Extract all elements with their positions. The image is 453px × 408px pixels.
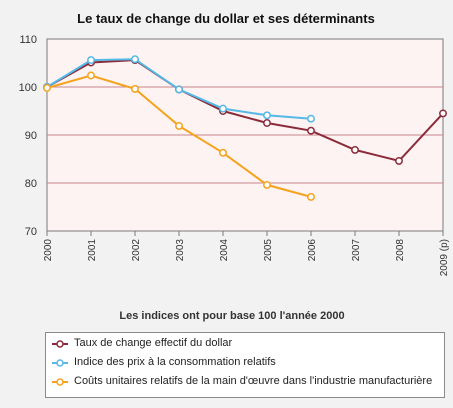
series-lines — [43, 55, 447, 201]
legend-swatch — [52, 355, 70, 370]
y-tick-label: 90 — [25, 130, 37, 142]
y-tick-label: 110 — [19, 34, 37, 46]
x-tick-label: 2000 — [43, 239, 54, 262]
data-point — [175, 85, 183, 94]
series-line — [46, 59, 444, 163]
legend-item: Coûts unitaires relatifs de la main d'œu… — [52, 374, 438, 389]
base-note: Les indices ont pour base 100 l'année 20… — [119, 310, 344, 322]
x-tick-label: 2002 — [131, 239, 142, 262]
data-point — [219, 104, 227, 113]
x-tick-label: 2003 — [175, 239, 186, 262]
legend-label: Taux de change effectif du dollar — [74, 337, 233, 349]
legend: Taux de change effectif du dollar Indice … — [45, 332, 445, 398]
data-point — [263, 119, 271, 127]
x-axis-ticks: 2000 2001 2002 2003 2004 2005 2006 2007 2008 2009… — [43, 231, 450, 276]
legend-item: Indice des prix à la consommation relati… — [52, 355, 438, 370]
data-point — [351, 145, 359, 154]
data-point — [87, 71, 95, 80]
series-1 — [43, 55, 315, 123]
data-point — [307, 114, 315, 123]
x-tick-label: 2008 — [395, 239, 406, 262]
data-point — [439, 109, 447, 118]
data-point — [307, 126, 315, 135]
data-point — [263, 111, 271, 120]
data-point — [131, 84, 139, 93]
data-point — [43, 84, 51, 92]
legend-item: Taux de change effectif du dollar — [52, 336, 438, 351]
data-point — [87, 56, 95, 65]
y-axis-ticks: 70 80 90 100 110 — [19, 34, 37, 238]
legend-label: Indice des prix à la consommation relati… — [74, 356, 276, 368]
x-tick-label: 2004 — [219, 239, 230, 262]
data-point — [131, 55, 139, 64]
x-tick-label: 2005 — [263, 239, 274, 262]
legend-label: Coûts unitaires relatifs de la main d'œu… — [74, 375, 433, 387]
data-point — [175, 121, 183, 130]
series-2 — [43, 71, 315, 201]
x-tick-label: 2006 — [307, 239, 318, 262]
data-point — [307, 192, 315, 201]
legend-swatch — [52, 336, 70, 351]
data-point — [219, 148, 227, 157]
y-tick-label: 80 — [25, 178, 37, 190]
x-tick-label: 2001 — [87, 239, 98, 262]
data-point — [395, 156, 403, 165]
chart-title: Le taux de change du dollar et ses déter… — [77, 11, 375, 26]
legend-swatch — [52, 374, 70, 389]
y-tick-label: 100 — [19, 82, 37, 94]
data-point — [263, 180, 271, 189]
gridlines — [47, 86, 443, 184]
x-tick-label: 2009 (p) — [439, 239, 450, 276]
y-tick-label: 70 — [25, 226, 37, 238]
x-tick-label: 2007 — [351, 239, 362, 262]
